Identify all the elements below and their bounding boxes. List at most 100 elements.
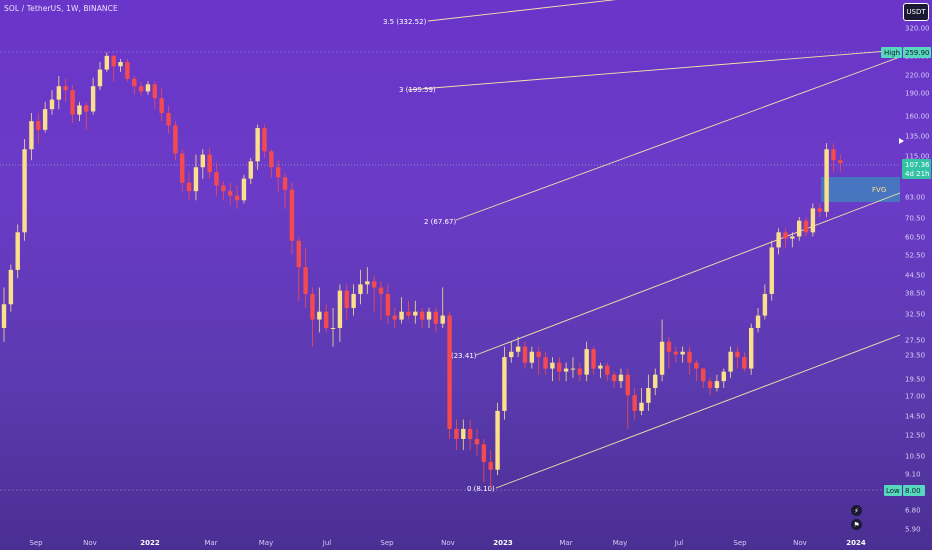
price-axis: 320.00260.00220.00190.00160.00135.00115.… xyxy=(905,25,930,534)
time-month-label: Nov xyxy=(441,539,455,547)
lightning-icon[interactable]: ⚡ xyxy=(851,505,862,516)
time-year-label: 2023 xyxy=(493,539,513,547)
candle xyxy=(605,365,610,375)
flag-icon[interactable]: ⚑ xyxy=(851,519,862,530)
candle xyxy=(591,349,596,369)
candle xyxy=(495,410,500,470)
fib-extension: 3.5 (332.52) 3 (195.59) 2 (67.67) (23.41… xyxy=(383,0,901,493)
price-tick-label: 190.00 xyxy=(905,90,930,98)
candle xyxy=(84,105,89,112)
time-month-label: Sep xyxy=(29,539,43,547)
candle xyxy=(680,351,685,355)
candle xyxy=(659,341,665,375)
time-year-label: 2024 xyxy=(846,539,866,547)
price-tick-label: 83.00 xyxy=(905,194,925,202)
time-month-label: Jul xyxy=(674,539,684,547)
fib-line-0 xyxy=(495,334,901,489)
time-year-label: 2022 xyxy=(140,539,160,547)
candle xyxy=(337,290,343,328)
candle xyxy=(365,281,370,285)
candle xyxy=(255,128,260,162)
candle xyxy=(810,208,816,233)
high-tag-value: 259.90 xyxy=(905,49,930,57)
candle xyxy=(570,368,576,370)
candle xyxy=(790,236,795,239)
candle xyxy=(289,189,295,241)
candle xyxy=(687,351,692,363)
candle xyxy=(138,86,144,92)
high-tag-value-box xyxy=(903,47,931,58)
low-tag-value: 8.00 xyxy=(905,487,921,495)
candle xyxy=(426,311,432,320)
candle xyxy=(707,381,713,388)
fib-label-3-5: 3.5 (332.52) xyxy=(383,18,427,26)
candle xyxy=(714,381,720,388)
candle xyxy=(385,293,391,316)
candle xyxy=(433,311,439,324)
candle xyxy=(803,220,809,233)
candle xyxy=(296,240,301,268)
candle xyxy=(152,84,158,99)
candle xyxy=(440,315,445,324)
candle xyxy=(796,220,802,237)
candle xyxy=(262,128,267,152)
time-month-label: Mar xyxy=(559,539,572,547)
candle xyxy=(207,154,212,173)
candles xyxy=(1,52,843,490)
fib-line-1 xyxy=(475,192,901,356)
time-month-label: Mar xyxy=(204,539,217,547)
candle xyxy=(543,357,548,369)
candle xyxy=(461,428,466,439)
last-price-value: 107.36 xyxy=(905,161,930,169)
candle xyxy=(563,368,569,372)
fvg-label: FVG xyxy=(872,186,886,194)
candle xyxy=(653,374,658,388)
candle xyxy=(49,99,55,110)
candle xyxy=(248,161,253,179)
axis-marker-arrow xyxy=(899,138,904,144)
time-month-label: May xyxy=(259,539,273,547)
fvg-zone xyxy=(821,177,900,202)
candle xyxy=(694,362,699,369)
fib-line-3-5 xyxy=(427,0,617,22)
candle xyxy=(8,269,14,305)
price-tick-label: 12.50 xyxy=(905,432,925,440)
time-axis: Sep Nov 2022 Mar May Jul Sep Nov 2023 Mar May Jul Se… xyxy=(29,539,865,547)
price-tick-label: 70.50 xyxy=(905,215,925,223)
fib-label-0: 0 (8.10) xyxy=(467,485,495,493)
candle xyxy=(831,149,836,161)
candle xyxy=(742,357,747,369)
candle xyxy=(522,346,528,363)
fib-label-1: (23.41) xyxy=(451,352,477,360)
candle xyxy=(611,374,617,382)
candle xyxy=(557,362,562,372)
time-month-label: Nov xyxy=(83,539,97,547)
candle xyxy=(728,351,733,372)
price-tick-label: 6.80 xyxy=(905,507,921,515)
candle xyxy=(330,327,336,329)
candle xyxy=(166,113,171,126)
price-tick-label: 19.50 xyxy=(905,376,925,384)
candle xyxy=(36,121,41,130)
candle xyxy=(646,387,651,403)
candle xyxy=(488,461,493,470)
candle xyxy=(97,69,103,87)
time-month-label: May xyxy=(613,539,627,547)
candle xyxy=(817,208,822,212)
candle xyxy=(584,349,589,375)
time-month-label: Jul xyxy=(322,539,332,547)
candle xyxy=(529,351,535,363)
low-tag-label-box xyxy=(884,485,902,496)
currency-selector[interactable]: USDT xyxy=(903,3,929,21)
price-tick-label: 44.50 xyxy=(905,272,925,280)
candle xyxy=(29,121,34,150)
candle xyxy=(413,311,418,316)
candle xyxy=(509,351,514,358)
candle xyxy=(748,327,754,369)
low-tag-label: Low xyxy=(886,487,900,495)
candle xyxy=(276,167,281,178)
candle xyxy=(111,55,116,67)
candle xyxy=(762,293,768,316)
candle xyxy=(323,311,329,328)
